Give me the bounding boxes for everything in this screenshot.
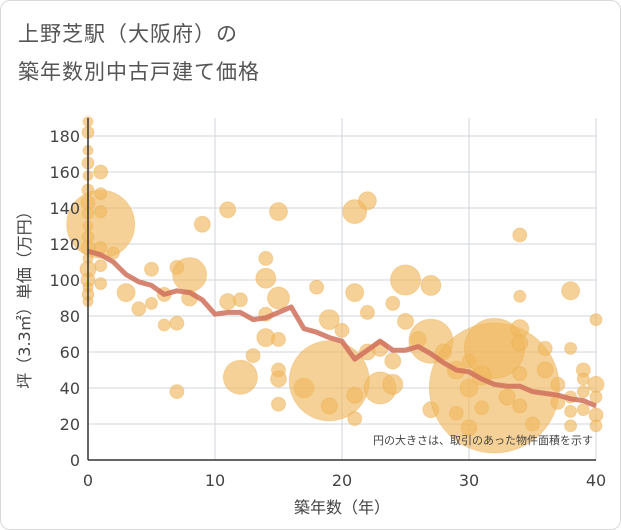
bubble-point — [589, 313, 603, 327]
bubble-point — [193, 215, 211, 233]
y-tick-label: 0 — [70, 451, 80, 470]
bubble-point — [347, 411, 363, 427]
bubble-point — [258, 250, 274, 266]
bubble-point — [536, 361, 554, 379]
bubble-point — [564, 404, 578, 418]
bubble-point — [94, 187, 108, 201]
bubble-point — [232, 292, 248, 308]
bubble-point — [511, 334, 529, 352]
bubble-point — [267, 286, 290, 310]
bubble-point — [94, 259, 108, 273]
bubble-point — [94, 205, 108, 219]
bubble-point — [320, 397, 338, 415]
bubble-point — [420, 274, 442, 296]
bubble-point — [382, 373, 404, 395]
bubble-point — [587, 375, 605, 393]
y-tick-label: 20 — [60, 415, 80, 434]
bubble-point — [359, 304, 375, 320]
y-axis-title: 坪（3.3㎡）単価（万円） — [15, 203, 34, 388]
bubble-point — [169, 315, 185, 331]
bubble-point — [385, 295, 401, 311]
trend-line — [87, 248, 597, 409]
bubble-point — [550, 376, 566, 392]
bubble-point — [131, 301, 147, 317]
bubble-point — [384, 352, 402, 370]
grid-lines — [88, 118, 597, 460]
y-tick-label: 60 — [60, 343, 80, 362]
bubble-point — [116, 283, 136, 303]
bubble-point — [357, 191, 377, 211]
y-tick-label: 40 — [60, 379, 80, 398]
bubble-point — [397, 312, 414, 330]
bubble-point — [589, 390, 603, 404]
y-tick-label: 80 — [60, 307, 80, 326]
bubble-point — [271, 331, 286, 347]
y-tick-label: 100 — [49, 271, 80, 290]
x-tick-label: 30 — [459, 471, 479, 490]
x-tick-label: 40 — [586, 471, 606, 490]
bubble-point — [222, 359, 258, 395]
x-tick-label: 10 — [205, 471, 225, 490]
x-axis-title: 築年数（年） — [294, 498, 390, 517]
bubble-point — [106, 246, 120, 260]
bubble-point — [564, 341, 578, 355]
bubble-point — [169, 384, 185, 400]
chart-title-line-2: 築年数別中古戸建て価格 — [18, 60, 260, 84]
bubble-point — [157, 318, 171, 332]
bubble-point — [513, 289, 527, 303]
bubble-point — [144, 261, 159, 277]
bubble-point — [390, 264, 421, 296]
bubble-point — [309, 279, 325, 295]
chart-title-line-1: 上野芝駅（大阪府）の — [18, 22, 238, 46]
size-annotation: 円の大きさは、取引のあった物件面積を示す — [373, 433, 593, 447]
bubble-point — [93, 164, 109, 180]
x-tick-label: 20 — [332, 471, 352, 490]
bubble-point — [269, 202, 288, 222]
bubble-point — [576, 403, 590, 417]
bubble-point — [318, 309, 340, 331]
bubble-point — [576, 385, 590, 399]
bubble-point — [219, 201, 237, 219]
axes: 0 10 20 30 40 0 20 40 60 80 100 120 140 160 180 — [49, 118, 606, 490]
bubble-point — [255, 267, 277, 289]
bubble-point — [525, 416, 540, 432]
bubble-point — [94, 277, 108, 291]
bubble-point — [346, 386, 364, 404]
bubble-point — [564, 419, 578, 433]
bubble-point — [512, 398, 528, 414]
bubble-point — [576, 372, 590, 386]
y-tick-label: 180 — [49, 127, 80, 146]
bubble-point — [172, 257, 208, 293]
bubble-point — [334, 322, 350, 338]
y-tick-label: 140 — [49, 199, 80, 218]
bubble-point — [561, 281, 581, 301]
bubble-layer — [66, 116, 605, 454]
bubble-point — [145, 296, 158, 310]
x-tick-label: 0 — [83, 471, 93, 490]
bubble-point — [537, 340, 553, 356]
bubble-point — [512, 366, 528, 382]
bubble-point — [345, 283, 365, 303]
bubble-point — [245, 348, 261, 364]
bubble-point — [270, 370, 287, 388]
bubble-point — [498, 388, 516, 406]
y-tick-label: 160 — [49, 163, 80, 182]
bubble-point — [589, 419, 603, 433]
bubble-point — [512, 227, 528, 243]
y-tick-label: 120 — [49, 235, 80, 254]
bubble-point — [271, 396, 286, 412]
